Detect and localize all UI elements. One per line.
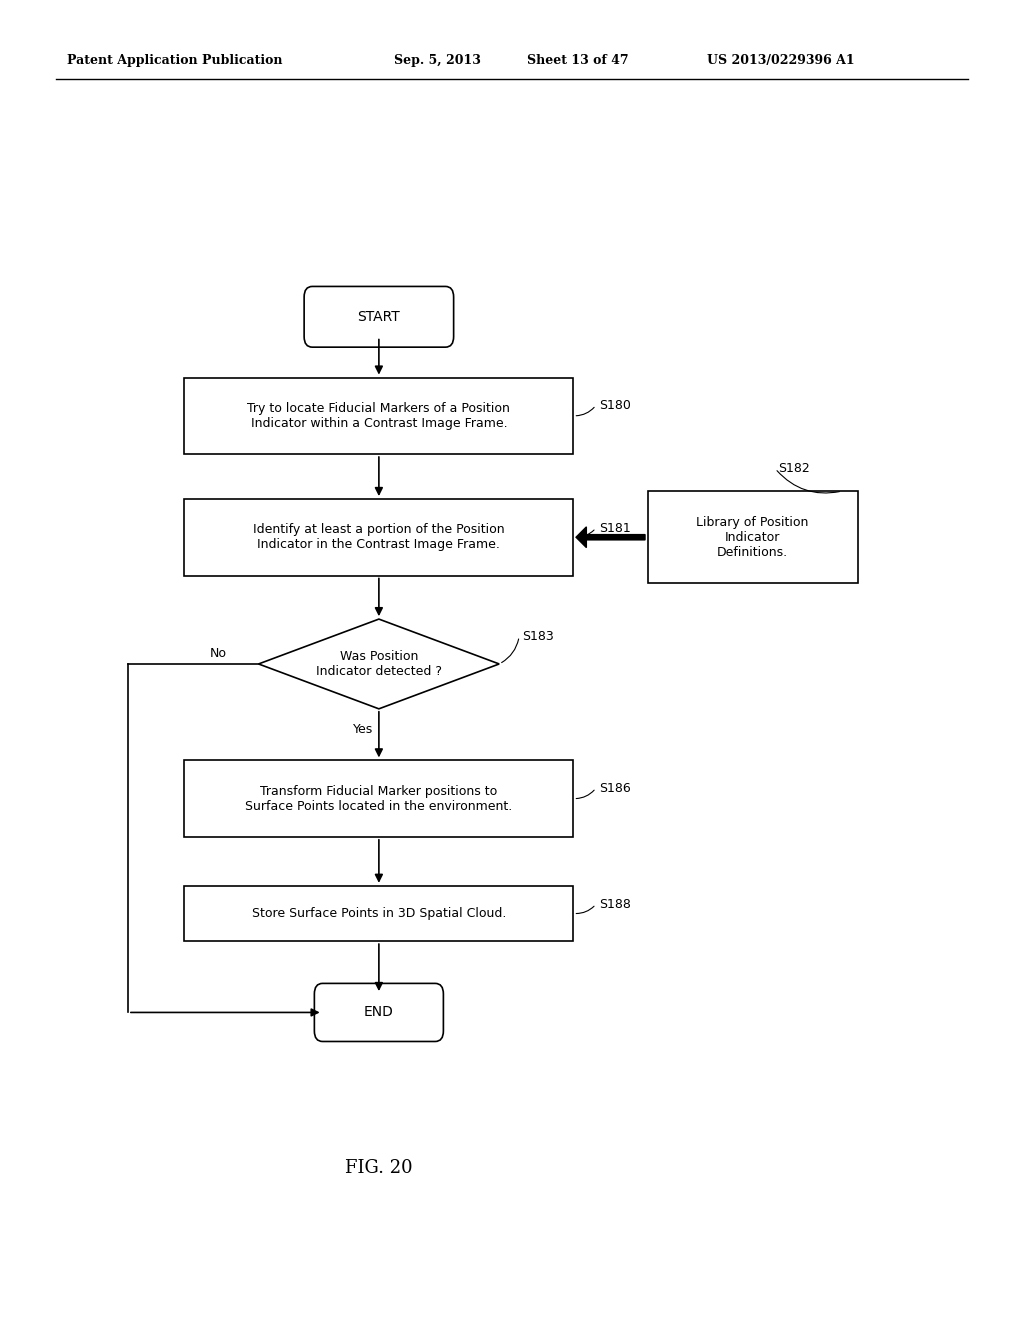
Text: Library of Position
Indicator
Definitions.: Library of Position Indicator Definition…: [696, 516, 809, 558]
Text: No: No: [210, 647, 226, 660]
Text: END: END: [364, 1006, 394, 1019]
Text: Sheet 13 of 47: Sheet 13 of 47: [527, 54, 629, 67]
Text: S182: S182: [778, 462, 810, 475]
Bar: [647, 491, 857, 583]
Text: Try to locate Fiducial Markers of a Position
Indicator within a Contrast Image F: Try to locate Fiducial Markers of a Posi…: [248, 401, 510, 430]
Text: Patent Application Publication: Patent Application Publication: [67, 54, 282, 67]
Bar: [184, 886, 573, 941]
Text: S180: S180: [599, 399, 631, 412]
Text: FIG. 20: FIG. 20: [345, 1159, 413, 1177]
Polygon shape: [258, 619, 500, 709]
Bar: [184, 760, 573, 837]
Text: START: START: [357, 310, 400, 323]
Text: S188: S188: [599, 898, 631, 911]
Text: Transform Fiducial Marker positions to
Surface Points located in the environment: Transform Fiducial Marker positions to S…: [246, 784, 512, 813]
Text: Identify at least a portion of the Position
Indicator in the Contrast Image Fram: Identify at least a portion of the Posit…: [253, 523, 505, 552]
Text: S186: S186: [599, 781, 631, 795]
Text: Store Surface Points in 3D Spatial Cloud.: Store Surface Points in 3D Spatial Cloud…: [252, 907, 506, 920]
FancyBboxPatch shape: [304, 286, 454, 347]
FancyBboxPatch shape: [314, 983, 443, 1041]
Text: Was Position
Indicator detected ?: Was Position Indicator detected ?: [315, 649, 442, 678]
Text: Sep. 5, 2013: Sep. 5, 2013: [394, 54, 481, 67]
Text: Yes: Yes: [353, 723, 374, 737]
Bar: [184, 378, 573, 454]
Text: US 2013/0229396 A1: US 2013/0229396 A1: [707, 54, 854, 67]
Text: S183: S183: [522, 630, 554, 643]
Bar: [184, 499, 573, 576]
Text: S181: S181: [599, 521, 631, 535]
